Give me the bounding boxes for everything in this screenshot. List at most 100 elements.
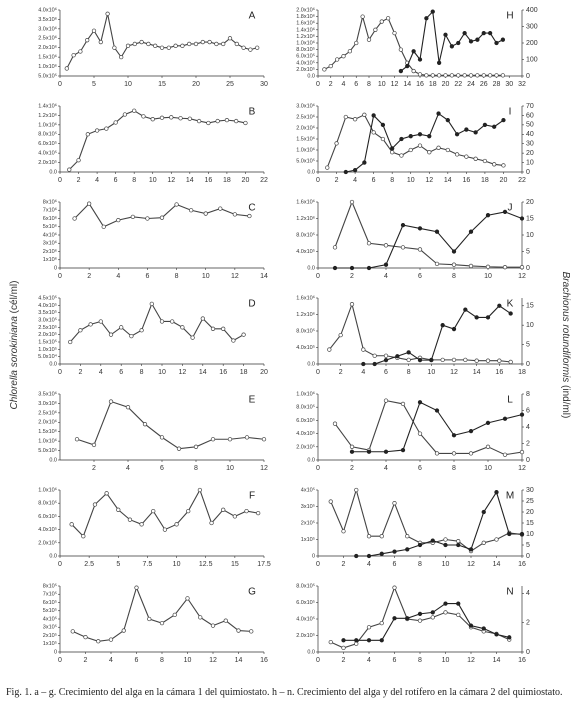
y-tick-label: 8.0x10⁵ [296,327,315,334]
y-tick-label: 5.0x10⁵ [38,72,57,79]
rotifer-point [430,538,435,543]
alga-point [322,67,327,72]
alga-point [243,120,248,126]
x-tick-label: 12 [167,177,175,184]
x-tick-label: 2 [342,657,346,664]
alga-point [96,639,101,644]
alga-point [166,45,171,50]
rotifer-point [464,127,469,132]
rotifer-point [417,542,423,548]
alga-point [119,325,124,330]
x-tick-label: 6 [145,273,149,280]
y-tick-label: 2.0x10⁵ [296,66,315,73]
rotifer-point [473,130,478,135]
alga-point [85,38,90,43]
alga-point [187,41,192,47]
y2-tick-label: 20 [526,509,534,516]
series-line [335,211,523,269]
rotifer-point [519,531,525,537]
alga-point [186,508,191,514]
x-tick-label: 14 [403,81,411,88]
y2-tick-label: 0 [526,73,530,80]
panel-letter: L [507,395,513,406]
alga-point [71,53,76,58]
x-tick-label: 26 [480,81,488,88]
y-tick-label: 1.5x10⁵ [38,338,57,345]
x-tick-label: 10 [484,273,492,280]
y-tick-label: 1.6x10⁶ [296,294,315,301]
rotifer-point [400,222,406,228]
alga-point [203,211,208,216]
alga-point [417,618,423,623]
rotifer-point [408,134,413,139]
series-line [328,302,511,363]
x-tick-label: 20 [242,177,250,184]
alga-point [451,451,457,456]
alga-point [198,615,203,620]
rotifer-point [519,216,525,221]
alga-point [221,507,226,512]
alga-point [427,150,432,155]
rotifer-point [497,303,502,308]
rotifer-point [481,509,486,515]
alga-point [159,435,165,440]
alga-point [383,398,389,403]
x-tick-label: 15 [231,561,239,568]
y2-tick-label: 50 [526,122,534,129]
y2-tick-label: 5 [526,542,530,549]
x-tick-label: 10 [407,177,415,184]
alga-point [162,527,168,532]
y2-tick-label: 300 [526,23,538,30]
y-tick-label: 8x10⁶ [43,198,57,205]
y-tick-label: 1.2x10⁶ [296,311,315,318]
panel-letter: M [506,491,514,502]
alga-point [159,215,165,220]
x-tick-label: 0 [316,465,320,472]
x-tick-label: 12 [209,657,217,664]
y-tick-label: 1.0x10⁵ [38,346,57,353]
alga-point [362,112,367,117]
alga-point [244,435,250,440]
rotifer-point [475,37,480,42]
rotifer-point [454,132,460,137]
series-line [74,202,250,228]
rotifer-point [443,542,448,548]
alga-point [145,216,150,221]
alga-point [474,358,479,363]
y-tick-label: 0 [312,553,315,559]
alga-point [227,36,233,41]
alga-point [187,116,192,121]
x-tick-label: 4 [109,657,113,664]
rotifer-point [371,113,376,118]
rotifer-point [366,265,372,271]
x-tick-label: 14 [493,561,501,568]
rotifer-point [366,449,372,454]
alga-point [188,208,194,213]
rotifer-point [434,408,440,413]
y2-tick-label: 10 [526,531,534,538]
alga-point [341,645,346,651]
alga-point [332,421,338,426]
x-tick-label: 4 [95,177,99,184]
x-tick-label: 12 [179,369,187,376]
panel-letter: I [509,107,512,118]
x-tick-label: 20 [192,81,200,88]
y-tick-label: 4x10⁶ [43,231,57,238]
y-tick-label: 1.4x10⁶ [296,26,315,33]
alga-point [399,153,404,158]
x-tick-label: 20 [260,369,268,376]
y-tick-label: 8.0x10⁵ [296,46,315,53]
y-tick-label: 2.0x10⁵ [296,443,315,450]
alga-point [180,325,185,330]
rotifer-point [463,307,468,312]
y2-axis-title: Brachionus rotundiformis (ind/ml) [560,272,571,419]
alga-point [200,316,205,321]
y-tick-label: 2.0x10⁵ [38,331,57,338]
alga-point [127,517,133,522]
alga-point [236,628,241,633]
x-tick-label: 4 [367,657,371,664]
y-tick-label: 2.0x10⁵ [296,632,315,639]
alga-point [383,243,389,248]
rotifer-point [492,124,497,129]
x-tick-label: 2.5 [84,561,94,568]
